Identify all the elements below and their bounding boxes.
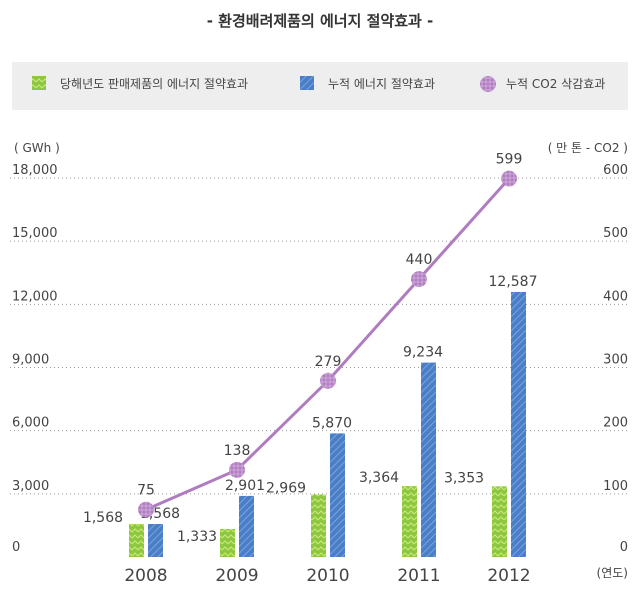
right-axis-unit: ( 만 톤 - CO2 ) — [548, 141, 628, 155]
legend-label-annual-savings: 당해년도 판매제품의 에너지 절약효과 — [60, 76, 248, 91]
left-tick-label: 6,000 — [12, 416, 49, 431]
legend-swatch-annual-savings — [32, 76, 46, 90]
bar-cumulative-savings — [511, 291, 526, 557]
data-label-annual-savings: 1,568 — [83, 510, 123, 526]
chart-title: - 환경배려제품의 에너지 절약효과 - — [207, 12, 434, 30]
right-tick-label: 200 — [603, 416, 628, 431]
bar-annual-savings — [402, 486, 417, 557]
bar-annual-savings — [492, 486, 507, 557]
legend-label-cumulative-co2: 누적 CO2 삭감효과 — [506, 77, 605, 91]
co2-point — [411, 271, 427, 288]
right-tick-label: 0 — [620, 540, 628, 555]
left-tick-label: 18,000 — [12, 163, 58, 178]
co2-point — [501, 170, 517, 187]
co2-point — [320, 372, 336, 389]
right-axis-ticks: 0 100 200 300 400 500 600 — [603, 163, 628, 555]
data-label-co2: 138 — [224, 443, 251, 459]
x-tick-label: 2012 — [487, 566, 530, 586]
right-tick-label: 400 — [603, 289, 628, 304]
x-tick-label: 2011 — [397, 566, 440, 586]
right-tick-label: 500 — [603, 226, 628, 241]
data-label-cumulative-savings: 2,901 — [225, 478, 265, 494]
left-tick-label: 15,000 — [12, 226, 58, 241]
left-tick-label: 9,000 — [12, 353, 49, 368]
data-label-cumulative-savings: 5,870 — [312, 415, 352, 431]
legend-label-cumulative-savings: 누적 에너지 절약효과 — [328, 76, 435, 91]
data-label-annual-savings: 1,333 — [177, 529, 217, 545]
x-tick-label: 2010 — [306, 566, 349, 586]
left-tick-label: 0 — [12, 540, 20, 555]
bar-cumulative-savings — [239, 495, 254, 557]
co2-point — [229, 461, 245, 478]
data-label-co2: 279 — [315, 354, 342, 370]
data-label-co2: 599 — [496, 152, 523, 168]
bar-annual-savings — [220, 528, 235, 557]
data-label-annual-savings: 3,364 — [359, 470, 399, 486]
legend-swatch-cumulative-co2 — [480, 76, 496, 92]
data-label-annual-savings: 2,969 — [266, 480, 306, 496]
x-tick-label: 2008 — [124, 566, 167, 586]
x-axis-unit: (연도) — [597, 566, 628, 580]
bar-annual-savings — [311, 494, 326, 557]
bar-cumulative-savings — [330, 433, 345, 557]
left-tick-label: 12,000 — [12, 289, 58, 304]
bar-annual-savings — [129, 523, 144, 557]
data-label-co2: 440 — [406, 252, 433, 268]
bar-cumulative-savings — [148, 523, 163, 557]
left-axis-unit: ( GWh ) — [14, 141, 60, 155]
right-tick-label: 600 — [603, 163, 628, 178]
co2-point — [138, 501, 154, 518]
legend: 당해년도 판매제품의 에너지 절약효과 누적 에너지 절약효과 누적 CO2 삭… — [12, 62, 628, 110]
left-axis-ticks: 0 3,000 6,000 9,000 12,000 15,000 18,000 — [12, 163, 58, 555]
legend-background — [12, 62, 628, 110]
x-axis-ticks: 2008 2009 2010 2011 2012 — [124, 566, 530, 586]
data-label-annual-savings: 3,353 — [444, 470, 484, 486]
data-label-cumulative-savings: 12,587 — [489, 274, 538, 290]
data-label-cumulative-savings: 9,234 — [403, 345, 443, 361]
co2-line-path — [145, 177, 511, 511]
left-tick-label: 3,000 — [12, 479, 49, 494]
co2-line: 75 138 279 440 599 — [137, 152, 522, 518]
legend-swatch-cumulative-savings — [300, 76, 314, 90]
data-label-co2: 75 — [137, 483, 155, 499]
x-tick-label: 2009 — [215, 566, 258, 586]
bar-cumulative-savings — [421, 362, 436, 557]
right-tick-label: 300 — [603, 353, 628, 368]
right-tick-label: 100 — [603, 479, 628, 494]
grid — [10, 177, 630, 495]
